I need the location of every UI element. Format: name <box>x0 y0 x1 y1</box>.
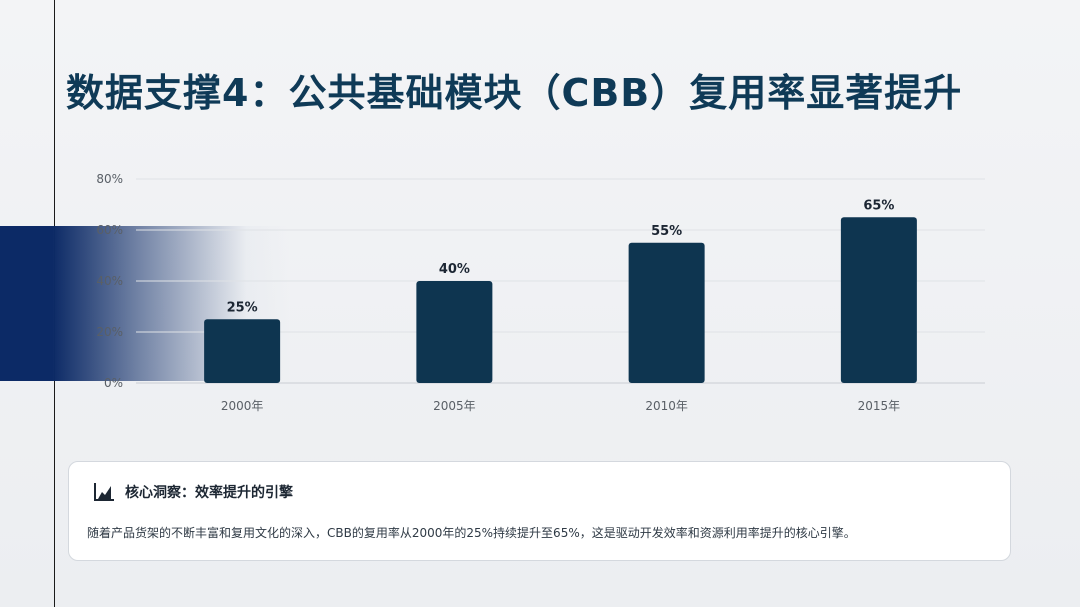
insight-header: 核心洞察：效率提升的引擎 <box>93 482 293 502</box>
data-label: 25% <box>227 300 258 315</box>
bar <box>840 217 917 383</box>
data-label: 65% <box>863 198 894 213</box>
bar-chart: 0% 20% 40% 60% 80% 25% 2000年 40% 2005年 55% 2010年 65… <box>96 172 985 413</box>
bar <box>628 242 705 383</box>
chart-icon <box>94 483 114 501</box>
bar <box>416 281 493 383</box>
x-tick-label: 2000年 <box>221 399 264 413</box>
insight-text: 随着产品货架的不断丰富和复用文化的深入，CBB的复用率从2000年的25%持续提… <box>87 526 856 540</box>
y-tick-label: 0% <box>104 376 123 390</box>
x-tick-label: 2010年 <box>645 399 688 413</box>
insight-title: 核心洞察：效率提升的引擎 <box>125 485 293 501</box>
bar <box>204 319 281 383</box>
x-tick-label: 2015年 <box>858 399 901 413</box>
page-title: 数据支撑4：公共基础模块（CBB）复用率显著提升 <box>66 71 963 115</box>
y-tick-label: 40% <box>96 274 123 288</box>
y-tick-label: 60% <box>96 223 123 237</box>
data-label: 40% <box>439 262 470 277</box>
y-tick-label: 20% <box>96 325 123 339</box>
x-tick-label: 2005年 <box>433 399 476 413</box>
data-label: 55% <box>651 224 682 239</box>
insight-card: 核心洞察：效率提升的引擎 随着产品货架的不断丰富和复用文化的深入，CBB的复用率… <box>68 461 1011 561</box>
y-tick-label: 80% <box>96 172 123 186</box>
